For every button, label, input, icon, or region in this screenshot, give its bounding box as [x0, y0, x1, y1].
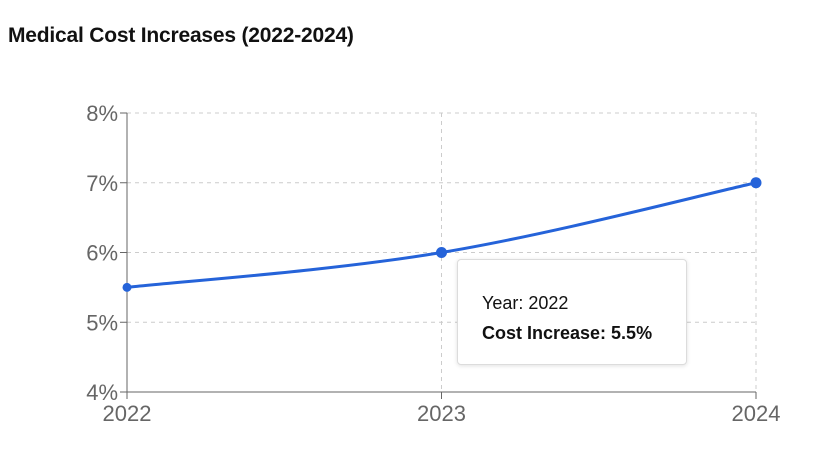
chart-title: Medical Cost Increases (2022-2024) — [8, 24, 354, 47]
x-tick-label: 2024 — [732, 401, 781, 426]
tooltip: Year: 2022 Cost Increase: 5.5% — [457, 259, 687, 365]
tick-labels: 4% 5% 6% 7% 8% 2022 2023 2024 — [86, 101, 780, 426]
data-point[interactable] — [750, 177, 762, 189]
data-point[interactable] — [436, 247, 447, 258]
y-tick-label: 4% — [86, 380, 118, 405]
series — [122, 177, 762, 292]
x-tick-label: 2023 — [417, 401, 466, 426]
y-tick-label: 8% — [86, 101, 118, 126]
x-tick-label: 2022 — [103, 401, 152, 426]
y-tick-label: 5% — [86, 310, 118, 335]
y-tick-label: 6% — [86, 241, 118, 266]
tooltip-value: Cost Increase: 5.5% — [482, 323, 653, 343]
data-point[interactable] — [122, 282, 132, 292]
y-tick-label: 7% — [86, 171, 118, 196]
tooltip-year: Year: 2022 — [482, 293, 569, 313]
axes — [120, 112, 757, 399]
